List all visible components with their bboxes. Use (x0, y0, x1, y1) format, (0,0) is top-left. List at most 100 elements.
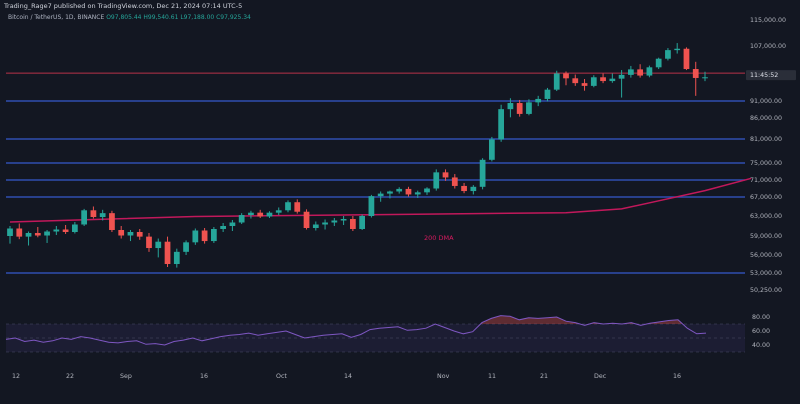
time-tick-label: Oct (276, 373, 287, 380)
candle-body (544, 89, 551, 99)
candle (368, 194, 375, 218)
price-tick-label: 115,000.00 (750, 17, 786, 24)
candle (7, 226, 13, 244)
candle-body (563, 73, 569, 79)
candle (275, 207, 282, 216)
candle-body (99, 213, 106, 217)
candle-body (433, 172, 440, 189)
candle-body (340, 219, 347, 221)
candle (164, 236, 171, 267)
candle-body (81, 210, 88, 225)
candle-body (368, 196, 375, 216)
candle-body (257, 212, 264, 217)
rsi-tick-label: 60.00 (752, 328, 770, 335)
candle-body (34, 233, 41, 236)
candle (609, 73, 616, 83)
price-tick-label: 81,000.00 (750, 136, 782, 143)
candle-body (590, 77, 597, 86)
candle-body (136, 232, 143, 237)
candle-body (44, 231, 50, 236)
candle (118, 226, 125, 239)
time-tick-label: 16 (200, 373, 208, 380)
candle (627, 65, 634, 78)
candle-body (90, 210, 97, 217)
candle (414, 190, 421, 198)
candle-body (7, 228, 13, 236)
candle (553, 70, 560, 92)
candle (220, 223, 227, 232)
candle (90, 206, 97, 219)
candle-body (655, 58, 662, 68)
ma-200-label: 200 DMA (424, 234, 454, 242)
candle (238, 213, 245, 224)
candle-body (303, 211, 310, 228)
candle-body (183, 242, 189, 252)
candle-body (516, 103, 523, 114)
candle (210, 227, 217, 243)
candle-body (173, 251, 180, 264)
candles-layer (7, 43, 708, 268)
candle-body (461, 185, 467, 192)
moving-average-layer: 200 DMA (9, 177, 752, 242)
candle (702, 71, 708, 82)
candle-body (266, 212, 273, 217)
candle-body (692, 69, 699, 78)
candle (303, 209, 310, 230)
candle (461, 182, 467, 194)
candle-body (62, 229, 69, 232)
price-tick-label: 59,000.00 (750, 233, 782, 240)
candle (377, 191, 384, 202)
candle-body (25, 233, 32, 237)
candle-body (164, 241, 171, 264)
price-tick-label: 67,000.00 (750, 194, 782, 201)
candle-body (646, 67, 653, 76)
rsi-tick-label: 80.00 (752, 314, 770, 321)
candle (331, 218, 338, 226)
candle-body (109, 213, 115, 230)
candle-body (312, 224, 319, 228)
candle-body (470, 186, 477, 192)
candle (136, 229, 143, 240)
time-tick-label: 21 (540, 373, 548, 380)
candle-body (683, 48, 690, 70)
time-tick-label: Nov (437, 373, 450, 380)
time-tick-label: 22 (66, 373, 74, 380)
price-tick-label: 86,000.00 (750, 115, 782, 122)
candle-body (53, 229, 60, 232)
candle (516, 99, 523, 117)
price-tick-label: 56,000.00 (750, 252, 782, 259)
candle (99, 209, 106, 221)
candle (109, 210, 115, 232)
symbol-line: Bitcoin / TetherUS, 1D, BINANCE O97,805.… (8, 14, 251, 21)
candle (433, 169, 440, 191)
candle (81, 208, 88, 226)
time-tick-label: 12 (12, 373, 20, 380)
candle-body (396, 188, 403, 192)
candle-body (201, 230, 208, 242)
candle (488, 136, 495, 162)
candle (173, 248, 180, 268)
candle-body (405, 188, 412, 195)
candle-body (488, 139, 495, 160)
candle (442, 169, 449, 181)
candle (53, 226, 60, 235)
candle-body (665, 50, 671, 59)
publisher-line: Trading_Rage7 published on TradingView.c… (4, 2, 243, 10)
price-tick-label: 53,000.00 (750, 270, 782, 277)
candle-body (220, 226, 227, 229)
candle-body (526, 102, 532, 114)
candle (590, 75, 597, 88)
candle-body (424, 188, 430, 193)
candle (479, 158, 486, 190)
candle-body (572, 78, 579, 84)
candle (387, 190, 393, 199)
candle (470, 185, 477, 195)
candle (312, 221, 319, 231)
ma-200-line (9, 177, 752, 223)
rsi-line (5, 315, 707, 346)
candle-body (294, 202, 301, 212)
candle (451, 174, 458, 189)
candle-body (118, 230, 125, 236)
candle-body (127, 232, 134, 236)
